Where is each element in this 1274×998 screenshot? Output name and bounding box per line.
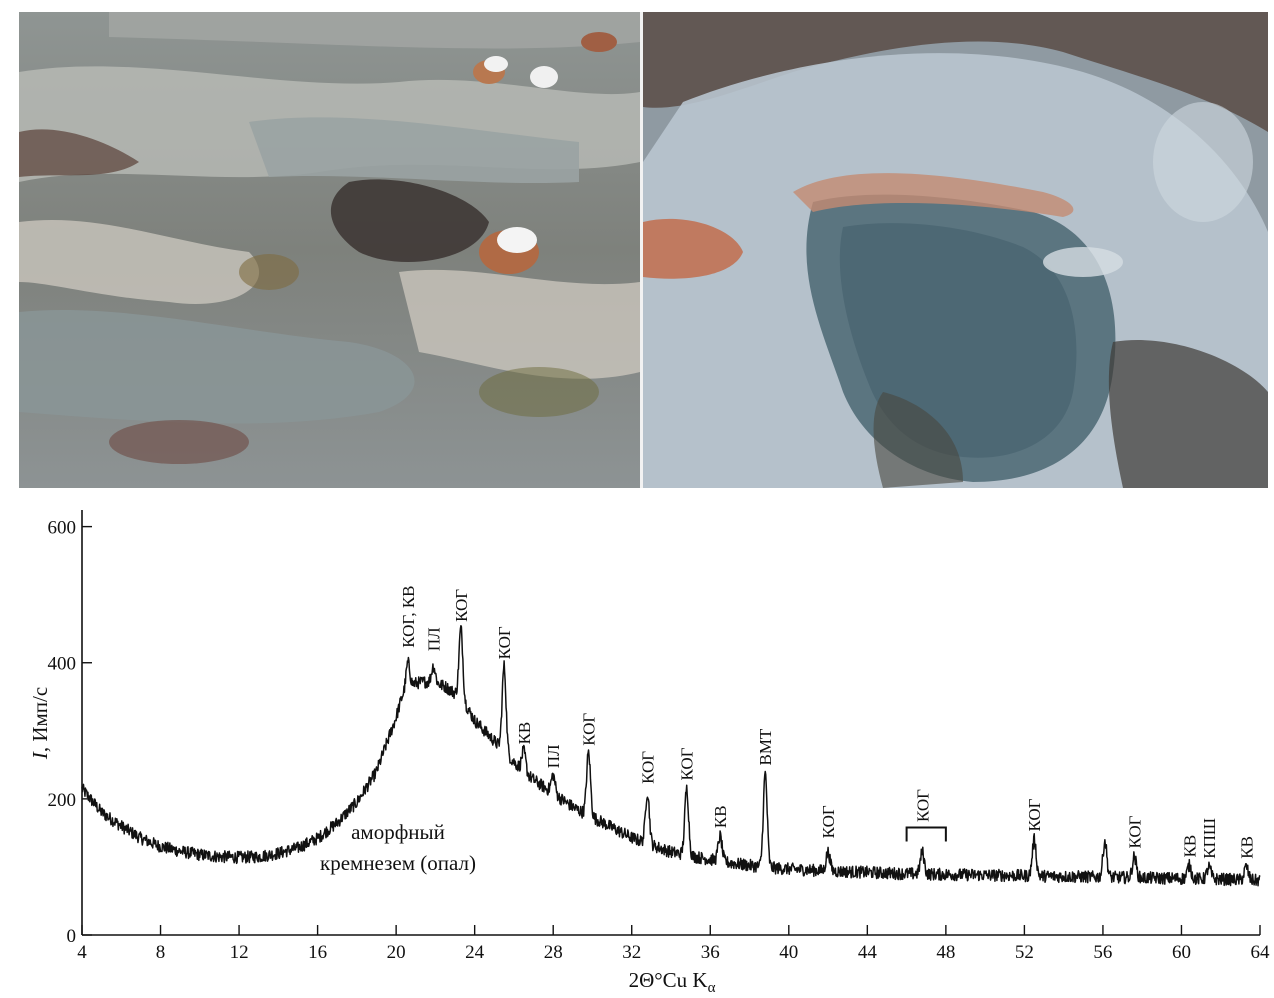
amorphous-annotation-line2: кремнезем (опал)	[320, 851, 476, 875]
peak-label: КОГ	[580, 713, 599, 746]
x-tick-label: 52	[1015, 942, 1034, 963]
peak-label: КВ	[1237, 836, 1256, 859]
x-axis-title-subscript: α	[708, 980, 716, 996]
peak-label: КВ	[711, 805, 730, 828]
y-axis-title-symbol: I	[28, 751, 52, 760]
peak-label: КОГ	[1125, 815, 1144, 848]
peak-label: ПЛ	[544, 744, 563, 768]
x-axis-title: 2Θ°Cu Kα	[629, 968, 716, 996]
x-tick-label: 44	[858, 942, 878, 963]
hot-spring-pool-photo	[643, 12, 1268, 488]
x-tick-label: 24	[465, 942, 485, 963]
x-tick-label: 32	[622, 942, 641, 963]
peak-label: КОГ	[819, 805, 838, 838]
y-ticks: 0 200 400 600	[48, 518, 92, 947]
peak-group-bracket	[905, 826, 947, 842]
peak-label: КОГ	[913, 789, 932, 822]
x-tick-label: 4	[77, 942, 87, 963]
x-tick-label: 60	[1172, 942, 1191, 963]
peak-label: КОГ	[678, 747, 697, 780]
x-tick-label: 12	[230, 942, 249, 963]
x-tick-label: 16	[308, 942, 327, 963]
peak-label: ПЛ	[424, 627, 443, 651]
hot-spring-terrain-photo	[19, 12, 640, 488]
y-tick-label: 0	[67, 926, 77, 947]
y-axis-title-unit: , Имп/с	[28, 687, 52, 752]
xrd-pattern-line	[81, 624, 1261, 887]
x-tick-label: 8	[156, 942, 166, 963]
y-tick-label: 600	[48, 518, 77, 539]
x-tick-label: 64	[1251, 942, 1271, 963]
x-ticks: 4 8 12 16 20 24 28 32 36 40 44 48 52 56 60 64	[77, 925, 1270, 963]
x-axis-title-main: 2Θ°Cu K	[629, 968, 708, 992]
peak-label: КОГ	[495, 626, 514, 659]
peak-label: КОГ	[452, 589, 471, 622]
y-axis-title: I, Имп/с	[28, 687, 52, 760]
x-tick-label: 56	[1093, 942, 1112, 963]
peak-label: КОГ	[638, 751, 657, 784]
x-tick-label: 20	[387, 942, 406, 963]
peak-label: КОГ, КВ	[399, 585, 418, 647]
y-tick-label: 200	[48, 790, 77, 811]
peak-label: КВ	[1180, 835, 1199, 858]
y-tick-label: 400	[48, 654, 77, 675]
peak-labels: КОГ, КВ ПЛ КОГ КОГ КВ ПЛ КОГ КОГ КОГ КВ ВМТ КОГ КОГ К…	[399, 585, 1256, 858]
photo-divider	[640, 12, 643, 488]
x-tick-label: 48	[936, 942, 955, 963]
peak-label: КОГ	[1025, 798, 1044, 831]
peak-label: ВМТ	[756, 728, 775, 765]
amorphous-annotation-line1: аморфный	[351, 820, 445, 844]
x-tick-label: 40	[779, 942, 798, 963]
x-tick-label: 36	[701, 942, 720, 963]
peak-label: КПШ	[1200, 818, 1219, 859]
peak-label: КВ	[515, 722, 534, 745]
xrd-chart: 4 8 12 16 20 24 28 32 36 40 44 48 52 56 60 64 020040060…	[28, 510, 1270, 996]
x-tick-label: 28	[544, 942, 563, 963]
